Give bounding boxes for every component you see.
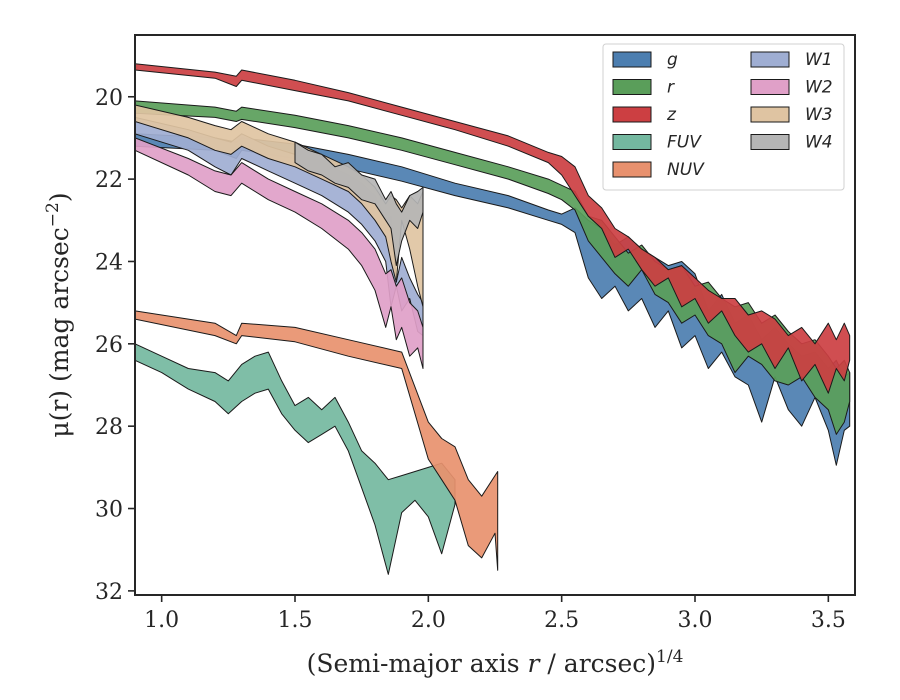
- x-tick-label: 2.0: [411, 608, 446, 633]
- legend-label-w4: W4: [805, 133, 833, 153]
- y-tick-label: 30: [95, 498, 123, 523]
- legend-label-r: r: [667, 78, 675, 98]
- legend-swatch-fuv: [612, 134, 652, 150]
- legend-swatch-w1: [750, 51, 790, 68]
- legend-label-fuv: FUV: [667, 133, 702, 153]
- band-w4: [294, 141, 424, 267]
- profile-bands: [135, 63, 851, 575]
- plot-frame: [134, 34, 856, 596]
- legend: grz FUV NUV W1 W2 W3 W4: [602, 43, 845, 191]
- y-tick-label: 26: [95, 333, 123, 358]
- x-tick-label: 2.5: [544, 608, 579, 633]
- band-w2: [135, 137, 424, 369]
- legend-swatch-nuv: [612, 161, 652, 178]
- y-axis-label: μ(r) (mag arcsec−2): [43, 192, 74, 437]
- x-axis-label: (Semi-major axis r / arcsec)1/4: [307, 647, 684, 678]
- x-axis-ticks: 1.0 1.5 2.0 2.5 3.0 3.5: [144, 595, 846, 633]
- band-fuv: [135, 343, 456, 575]
- band-z: [135, 63, 851, 394]
- x-tick-label: 3.5: [811, 608, 846, 633]
- legend-label-w3: W3: [805, 105, 833, 125]
- legend-swatch-w3: [750, 106, 790, 123]
- legend-swatch-g: [612, 51, 652, 68]
- y-axis-ticks: 20 22 24 26 28 30 32: [95, 86, 135, 605]
- y-tick-label: 22: [95, 168, 123, 193]
- x-tick-label: 1.5: [278, 608, 313, 633]
- legend-swatch-w4: [750, 134, 790, 150]
- legend-label-w1: W1: [805, 50, 833, 70]
- legend-label-w2: W2: [805, 78, 833, 98]
- legend-label-g: g: [667, 50, 678, 70]
- y-tick-label: 28: [95, 415, 123, 440]
- y-tick-label: 20: [95, 86, 123, 111]
- legend-swatch-z: [612, 106, 652, 123]
- y-tick-label: 24: [95, 250, 123, 275]
- x-tick-label: 1.0: [144, 608, 179, 633]
- legend-swatch-w2: [750, 79, 790, 95]
- legend-label-z: z: [666, 105, 677, 125]
- x-tick-label: 3.0: [678, 608, 713, 633]
- band-nuv: [135, 310, 499, 571]
- legend-label-nuv: NUV: [667, 160, 705, 180]
- y-tick-label: 32: [95, 580, 123, 605]
- legend-swatch-r: [612, 79, 652, 95]
